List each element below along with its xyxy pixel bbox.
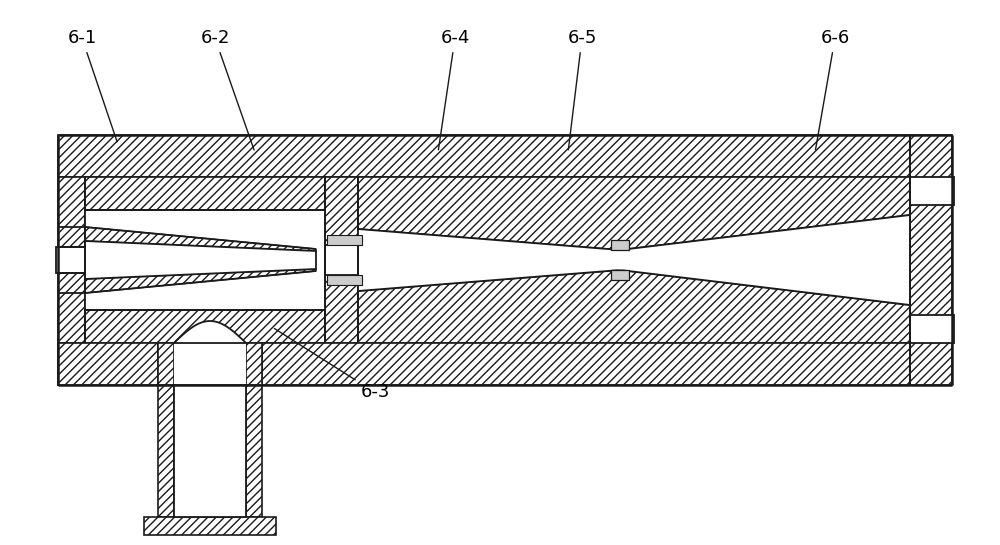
Polygon shape xyxy=(910,135,952,385)
Polygon shape xyxy=(144,517,276,535)
Polygon shape xyxy=(85,269,316,293)
Text: 6-2: 6-2 xyxy=(200,29,254,150)
Polygon shape xyxy=(611,270,629,280)
Polygon shape xyxy=(58,343,910,385)
Polygon shape xyxy=(58,135,910,177)
Text: 6-5: 6-5 xyxy=(567,29,597,150)
Polygon shape xyxy=(85,210,325,249)
Text: 6-1: 6-1 xyxy=(67,29,117,142)
Polygon shape xyxy=(174,385,246,517)
Polygon shape xyxy=(174,343,246,385)
Polygon shape xyxy=(85,177,325,210)
Polygon shape xyxy=(246,385,262,517)
Polygon shape xyxy=(58,177,85,343)
Polygon shape xyxy=(358,270,910,343)
Polygon shape xyxy=(85,241,316,279)
Polygon shape xyxy=(325,177,358,343)
Text: 6-3: 6-3 xyxy=(274,329,390,402)
Polygon shape xyxy=(358,215,910,305)
Polygon shape xyxy=(85,310,325,343)
Polygon shape xyxy=(262,343,910,385)
Text: 6-4: 6-4 xyxy=(438,29,470,150)
Polygon shape xyxy=(611,240,629,250)
Polygon shape xyxy=(158,343,174,385)
Polygon shape xyxy=(56,247,85,273)
Polygon shape xyxy=(158,385,174,517)
Polygon shape xyxy=(910,315,954,343)
Polygon shape xyxy=(358,177,910,250)
Polygon shape xyxy=(327,235,362,245)
Polygon shape xyxy=(58,343,158,385)
Polygon shape xyxy=(85,271,325,310)
Polygon shape xyxy=(910,177,954,205)
Polygon shape xyxy=(325,245,358,275)
Text: 6-6: 6-6 xyxy=(815,29,850,150)
Polygon shape xyxy=(85,227,316,251)
Polygon shape xyxy=(327,275,362,285)
Polygon shape xyxy=(246,343,262,385)
Polygon shape xyxy=(174,321,246,343)
